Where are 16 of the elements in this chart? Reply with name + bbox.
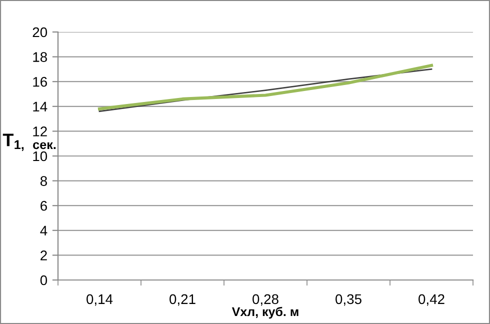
y-tick-label: 0 [40,275,48,286]
y-tick-label: 8 [40,176,47,186]
x-tick-label: 0,28 [252,294,278,306]
y-tick-label: 18 [33,52,47,62]
x-axis-title: Vхл, куб. м [232,306,298,319]
y-tick-label: 16 [33,76,47,87]
y-tick-label: 4 [40,226,48,236]
x-tick-label: 0,14 [86,294,113,306]
y-tick-label: 6 [40,200,47,211]
y-tick-label: 10 [33,151,48,162]
y-tick-label: 2 [40,250,47,260]
y-tick-label: 14 [33,102,48,112]
x-tick-label: 0,35 [336,294,362,306]
x-tick-label: 0,21 [170,294,196,306]
x-tick-label: 0,42 [418,294,444,306]
y-tick-label: 20 [32,27,48,38]
